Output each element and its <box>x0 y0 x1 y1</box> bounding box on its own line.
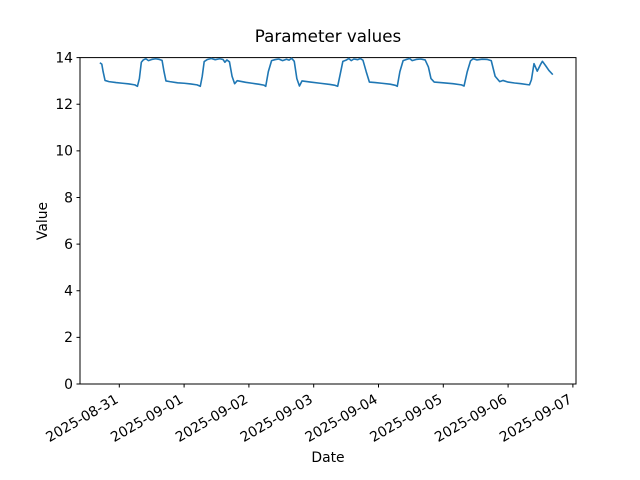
y-axis-label: Value <box>35 202 51 240</box>
y-tick-label: 6 <box>64 237 73 253</box>
x-axis: 2025-08-312025-09-012025-09-022025-09-03… <box>43 384 575 446</box>
x-tick-label: 2025-09-02 <box>173 392 251 446</box>
y-tick-label: 8 <box>64 190 73 206</box>
x-tick-label: 2025-09-01 <box>108 392 186 446</box>
x-tick-label: 2025-09-06 <box>432 392 510 446</box>
x-tick-label: 2025-09-05 <box>367 392 445 446</box>
chart-title: Parameter values <box>255 26 401 46</box>
y-tick-label: 10 <box>55 144 73 160</box>
y-tick-label: 4 <box>64 284 73 300</box>
x-axis-label: Date <box>311 450 344 466</box>
line-series-parameter-values <box>99 57 554 88</box>
y-tick-label: 12 <box>55 97 73 113</box>
y-tick-label: 14 <box>55 50 73 66</box>
y-tick-label: 0 <box>64 377 73 393</box>
x-tick-label: 2025-09-03 <box>238 392 316 446</box>
x-tick-label: 2025-09-07 <box>497 392 575 446</box>
plot-area-border <box>79 57 577 385</box>
y-axis: 0 2 4 6 8 10 12 14 <box>55 50 80 393</box>
y-tick-label: 2 <box>64 330 73 346</box>
x-tick-label: 2025-08-31 <box>43 392 121 446</box>
x-tick-label: 2025-09-04 <box>303 392 381 446</box>
